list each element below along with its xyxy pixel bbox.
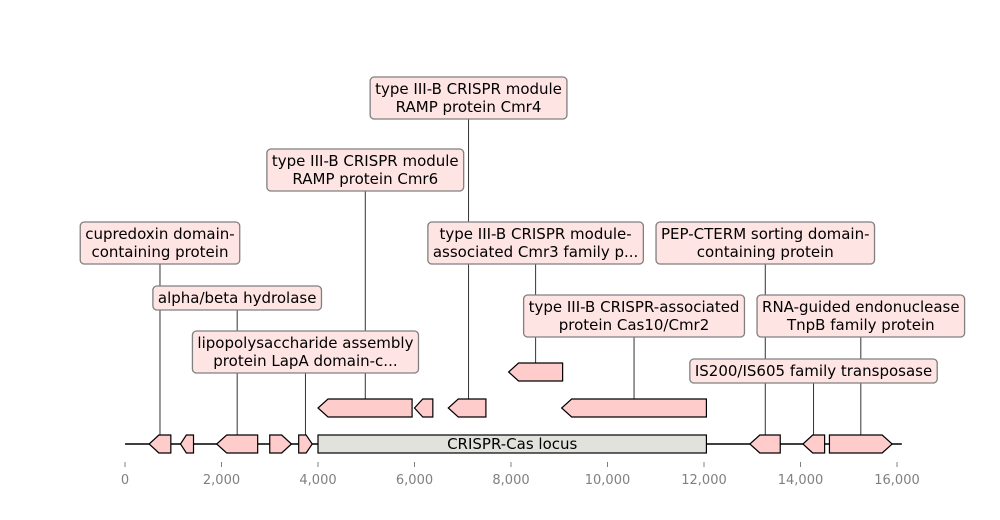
feature-arrow-gene-4 xyxy=(269,434,293,454)
label-text: RAMP protein Cmr6 xyxy=(292,170,438,188)
label-text: type III-B CRISPR module xyxy=(272,152,459,170)
label-text: containing protein xyxy=(91,243,228,261)
feature-arrow-cmr3 xyxy=(507,362,564,382)
label-text: cupredoxin domain- xyxy=(85,225,235,243)
label-box xyxy=(655,221,876,265)
label-box xyxy=(152,285,323,311)
locus-label: CRISPR-Cas locus xyxy=(447,435,577,453)
axis-tick-label: 14,000 xyxy=(778,473,824,488)
feature-arrow-cmr4 xyxy=(447,398,487,418)
feature-arrow-lapA xyxy=(298,434,313,454)
label-text: associated Cmr3 family p... xyxy=(433,243,638,261)
label-text: IS200/IS605 family transposase xyxy=(695,362,932,380)
feature-label: alpha/beta hydrolase xyxy=(152,285,323,311)
label-box xyxy=(79,221,241,265)
feature-arrow-cupredoxin xyxy=(148,434,172,454)
feature-arrow-cmr6 xyxy=(317,398,413,418)
feature-arrow-pep-cterm xyxy=(748,434,781,454)
label-text: PEP-CTERM sorting domain- xyxy=(661,225,870,243)
feature-arrow-is200 xyxy=(802,434,826,454)
label-box xyxy=(191,330,420,374)
leader-lines xyxy=(159,119,862,435)
label-text: protein LapA domain-c... xyxy=(213,352,397,370)
label-box xyxy=(689,358,938,384)
feature-arrow-small-1 xyxy=(179,434,195,454)
feature-label: IS200/IS605 family transposase xyxy=(689,358,938,384)
label-box xyxy=(756,294,966,338)
label-text: TnpB family protein xyxy=(786,316,935,334)
feature-arrow-alpha-beta-hydrolase xyxy=(215,434,259,454)
axis-tick-label: 0 xyxy=(121,473,129,488)
axis-tick-label: 10,000 xyxy=(585,473,631,488)
label-box xyxy=(369,76,568,120)
label-text: type III-B CRISPR-associated xyxy=(529,298,740,316)
crispr-cas-locus: CRISPR-Cas locus xyxy=(317,434,708,454)
label-box xyxy=(427,221,644,265)
label-text: containing protein xyxy=(697,243,834,261)
label-box xyxy=(522,294,746,338)
axis-tick-label: 6,000 xyxy=(396,473,433,488)
axis-tick-label: 8,000 xyxy=(492,473,529,488)
feature-arrow-cas10 xyxy=(560,398,708,418)
x-axis: 0 2,000 4,000 6,000 8,000 10,000 12,000 14,000 1… xyxy=(121,462,920,488)
feature-arrow-tnpB xyxy=(828,434,894,454)
axis-tick-label: 12,000 xyxy=(681,473,727,488)
label-text: RAMP protein Cmr4 xyxy=(396,98,542,116)
feature-arrow-small-2 xyxy=(413,398,434,418)
label-text: lipopolysaccharide assembly xyxy=(197,334,413,352)
label-text: type III-B CRISPR module- xyxy=(440,225,632,243)
feature-label: cupredoxin domain-containing protein xyxy=(79,221,241,265)
axis-tick-label: 2,000 xyxy=(203,473,240,488)
axis-tick-label: 4,000 xyxy=(299,473,336,488)
label-text: RNA-guided endonuclease xyxy=(762,298,960,316)
features xyxy=(148,362,894,454)
feature-label: type III-B CRISPR module-associated Cmr3… xyxy=(427,221,644,265)
label-text: alpha/beta hydrolase xyxy=(158,289,317,307)
locus-box xyxy=(317,434,708,454)
label-box xyxy=(266,148,465,192)
label-text: type III-B CRISPR module xyxy=(375,80,562,98)
feature-label: PEP-CTERM sorting domain-containing prot… xyxy=(655,221,876,265)
axis-tick-label: 16,000 xyxy=(874,473,920,488)
label-text: protein Cas10/Cmr2 xyxy=(559,316,710,334)
